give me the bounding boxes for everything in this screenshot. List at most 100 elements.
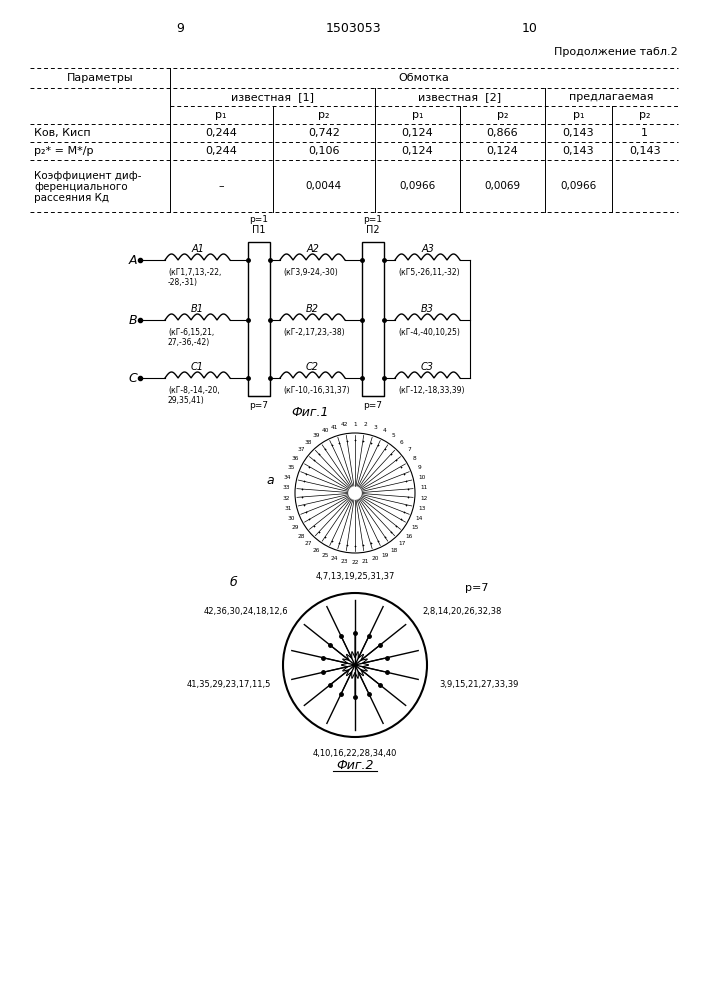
Text: 0,0966: 0,0966 <box>399 181 436 191</box>
Text: 0,143: 0,143 <box>563 146 594 156</box>
Text: а: а <box>267 475 274 488</box>
Text: предлагаемая: предлагаемая <box>569 92 654 102</box>
Text: C1: C1 <box>191 362 204 372</box>
Text: 4: 4 <box>383 428 387 433</box>
Text: A2: A2 <box>306 244 319 254</box>
Text: 0,124: 0,124 <box>402 146 433 156</box>
Text: 24: 24 <box>331 556 339 561</box>
Text: B2: B2 <box>306 304 319 314</box>
Text: p₁: p₁ <box>411 110 423 120</box>
Text: Продолжение табл.2: Продолжение табл.2 <box>554 47 678 57</box>
Text: 14: 14 <box>416 516 423 521</box>
Text: 39: 39 <box>312 433 320 438</box>
Text: 0,0044: 0,0044 <box>305 181 341 191</box>
Text: 4,10,16,22,28,34,40: 4,10,16,22,28,34,40 <box>312 749 397 758</box>
Text: 20: 20 <box>372 556 379 561</box>
Text: 3: 3 <box>373 425 378 430</box>
Text: 41: 41 <box>331 425 339 430</box>
Text: р=7: р=7 <box>250 401 269 410</box>
Text: (кГ-12,-18,33,39): (кГ-12,-18,33,39) <box>398 385 464 394</box>
Text: 0,143: 0,143 <box>629 146 660 156</box>
Text: 27,-36,-42): 27,-36,-42) <box>168 338 210 347</box>
Text: 11: 11 <box>420 485 428 490</box>
Text: 42,36,30,24,18,12,6: 42,36,30,24,18,12,6 <box>203 607 288 616</box>
Text: П1: П1 <box>252 225 266 235</box>
Text: C2: C2 <box>306 362 319 372</box>
Text: 31: 31 <box>284 506 291 511</box>
Text: -28,-31): -28,-31) <box>168 277 198 286</box>
Text: (кГ-2,17,23,-38): (кГ-2,17,23,-38) <box>283 328 344 336</box>
Text: A1: A1 <box>191 244 204 254</box>
Text: (кГ1,7,13,-22,: (кГ1,7,13,-22, <box>168 267 221 276</box>
Text: 10: 10 <box>419 475 426 480</box>
Text: 9: 9 <box>176 21 184 34</box>
Text: (кГ-10,-16,31,37): (кГ-10,-16,31,37) <box>283 385 350 394</box>
Text: 1: 1 <box>354 422 357 426</box>
Text: 1: 1 <box>641 128 648 138</box>
Text: 18: 18 <box>390 548 397 553</box>
Text: 0,244: 0,244 <box>205 146 237 156</box>
Text: 30: 30 <box>287 516 295 521</box>
Text: Ков, Кисп: Ков, Кисп <box>34 128 90 138</box>
Text: р=7: р=7 <box>465 583 489 593</box>
Text: 21: 21 <box>361 559 369 564</box>
Text: 0,124: 0,124 <box>486 146 518 156</box>
Text: 0,244: 0,244 <box>205 128 237 138</box>
Text: 41,35,29,23,17,11,5: 41,35,29,23,17,11,5 <box>187 680 271 689</box>
Text: Параметры: Параметры <box>66 73 134 83</box>
Text: 0,124: 0,124 <box>402 128 433 138</box>
Text: B1: B1 <box>191 304 204 314</box>
Text: 22: 22 <box>351 560 358 564</box>
Text: (кГ-6,15,21,: (кГ-6,15,21, <box>168 328 214 336</box>
Text: 42: 42 <box>341 422 349 427</box>
Text: 29,35,41): 29,35,41) <box>168 395 205 404</box>
Text: Фиг.1: Фиг.1 <box>291 406 329 420</box>
Text: 23: 23 <box>341 559 349 564</box>
Text: (кГ5,-26,11,-32): (кГ5,-26,11,-32) <box>398 267 460 276</box>
Text: 25: 25 <box>321 553 329 558</box>
Text: (кГ-4,-40,10,25): (кГ-4,-40,10,25) <box>398 328 460 336</box>
Bar <box>362 242 384 396</box>
Text: 35: 35 <box>287 465 295 470</box>
Text: –: – <box>218 181 224 191</box>
Text: р=1: р=1 <box>363 216 382 225</box>
Text: 9: 9 <box>417 465 421 470</box>
Text: 4,7,13,19,25,31,37: 4,7,13,19,25,31,37 <box>315 572 395 581</box>
Text: 2: 2 <box>363 422 367 427</box>
Text: 6: 6 <box>400 440 404 445</box>
Text: 34: 34 <box>284 475 291 480</box>
Text: Обмотка: Обмотка <box>399 73 450 83</box>
Text: 36: 36 <box>291 456 299 461</box>
Text: 27: 27 <box>304 541 312 546</box>
Text: 32: 32 <box>282 496 290 501</box>
Text: p₂* = M*/p: p₂* = M*/p <box>34 146 93 156</box>
Text: B3: B3 <box>421 304 434 314</box>
Text: 2,8,14,20,26,32,38: 2,8,14,20,26,32,38 <box>422 607 501 616</box>
Text: 0,742: 0,742 <box>308 128 339 138</box>
Text: 1503053: 1503053 <box>325 21 381 34</box>
Text: 7: 7 <box>407 447 411 452</box>
Text: 40: 40 <box>321 428 329 433</box>
Text: 26: 26 <box>312 548 320 553</box>
Text: p₁: p₁ <box>573 110 584 120</box>
Text: B: B <box>129 314 137 326</box>
Text: 29: 29 <box>291 525 299 530</box>
Text: Коэффициент диф-: Коэффициент диф- <box>34 171 141 181</box>
Text: p₂: p₂ <box>497 110 508 120</box>
Text: 0,0966: 0,0966 <box>560 181 597 191</box>
Text: б: б <box>229 576 237 589</box>
Text: 5: 5 <box>392 433 396 438</box>
Text: ференциального: ференциального <box>34 182 128 192</box>
Text: p₂: p₂ <box>639 110 650 120</box>
Text: 38: 38 <box>304 440 312 445</box>
Text: p₁: p₁ <box>216 110 227 120</box>
Bar <box>248 242 270 396</box>
Text: 16: 16 <box>405 534 413 539</box>
Text: 33: 33 <box>282 485 290 490</box>
Text: C: C <box>129 371 137 384</box>
Text: 12: 12 <box>420 496 428 501</box>
Text: р=7: р=7 <box>363 401 382 410</box>
Text: A3: A3 <box>421 244 434 254</box>
Text: 0,143: 0,143 <box>563 128 594 138</box>
Text: 28: 28 <box>298 534 305 539</box>
